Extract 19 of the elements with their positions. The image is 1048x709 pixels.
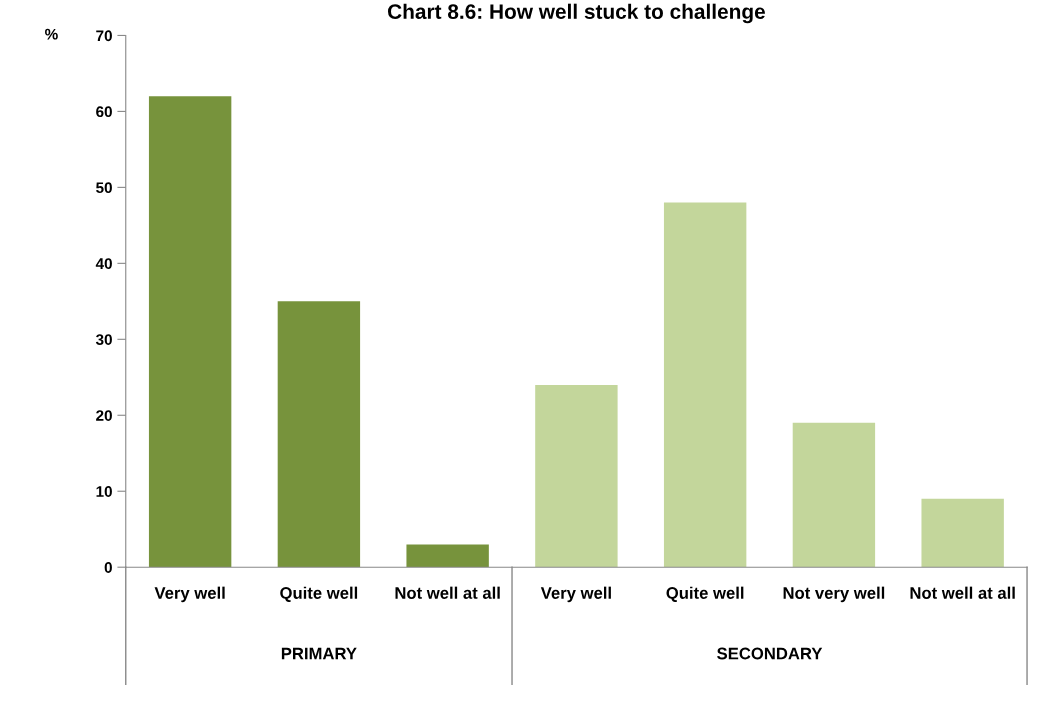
x-tick-label: Not very well — [783, 586, 885, 603]
y-tick-label: 50 — [96, 182, 112, 194]
y-tick-label: 60 — [96, 106, 112, 118]
x-tick-label: Very well — [540, 586, 611, 603]
y-axis-title: % — [45, 28, 58, 40]
x-tick-label: Not well at all — [910, 586, 1015, 599]
text: SECONDARY — [717, 647, 823, 660]
y-tick-label: 20 — [96, 410, 112, 421]
chart-title: Chart 8.6: How well stuck to challenge — [387, 3, 765, 24]
y-tick-label: 40 — [95, 258, 112, 270]
y-tick-label: 30 — [95, 334, 112, 346]
x-tick-label: Very well — [154, 586, 225, 603]
x-tick-label: Not well at all — [395, 586, 500, 599]
text: PRIMARY — [281, 647, 357, 660]
y-tick-label: 10 — [96, 486, 112, 497]
x-tick-label: Quite well — [280, 586, 358, 602]
x-tick-label: Quite well — [666, 586, 744, 602]
y-tick-label: 0 — [104, 562, 112, 573]
y-tick-label: 70 — [96, 30, 112, 42]
